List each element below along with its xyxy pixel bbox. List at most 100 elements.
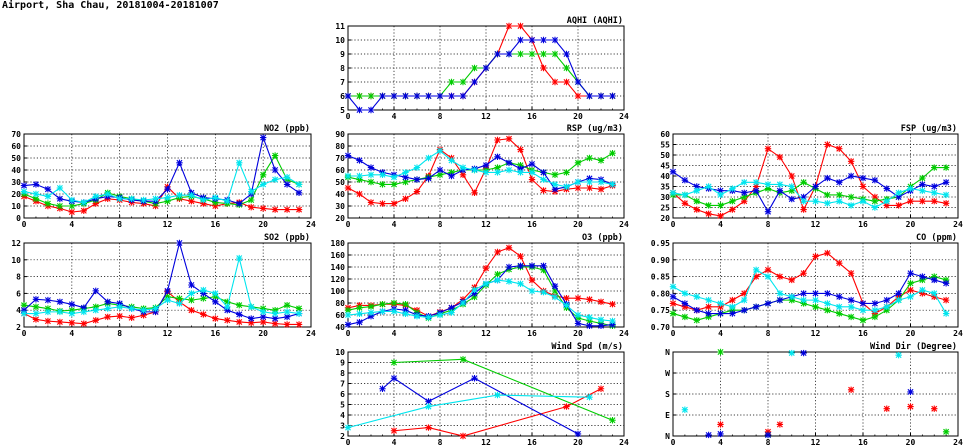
data-point	[236, 311, 243, 318]
data-point	[586, 178, 593, 186]
data-point	[693, 206, 700, 213]
data-point	[776, 296, 784, 304]
data-point	[540, 176, 547, 183]
data-point	[494, 271, 501, 278]
chart-title: NO2 (ppb)	[264, 124, 310, 134]
data-point	[20, 310, 28, 317]
data-point	[271, 310, 279, 317]
data-point	[919, 286, 926, 294]
data-point	[788, 187, 795, 194]
data-point	[895, 193, 902, 201]
data-point	[402, 310, 409, 317]
data-point	[681, 313, 689, 321]
y-tick-label: 45	[660, 162, 670, 171]
data-point	[459, 92, 467, 100]
series-day4	[344, 391, 593, 431]
x-tick-label: 12	[811, 438, 821, 447]
y-tick-label: 8	[16, 273, 21, 282]
data-point	[200, 200, 207, 207]
data-point	[895, 351, 902, 359]
data-point	[528, 50, 536, 58]
x-tick-label: 8	[766, 438, 771, 447]
data-point	[448, 309, 455, 316]
y-tick-label: 8	[340, 369, 345, 378]
data-point	[729, 206, 736, 213]
data-point	[586, 154, 593, 162]
data-point	[344, 152, 352, 159]
data-point	[390, 359, 398, 366]
x-tick-label: 4	[392, 220, 397, 229]
data-point	[212, 290, 219, 297]
y-tick-label: 60	[335, 166, 345, 175]
data-point	[717, 187, 724, 194]
x-tick-label: 12	[481, 112, 491, 121]
data-point	[681, 406, 689, 413]
data-point	[104, 298, 111, 305]
data-point	[402, 174, 409, 181]
data-point	[367, 199, 375, 206]
data-point	[895, 202, 902, 209]
data-point	[563, 50, 570, 58]
data-point	[597, 316, 605, 323]
x-tick-label: 20	[573, 438, 583, 447]
data-point	[32, 316, 40, 323]
data-point	[271, 307, 279, 314]
data-point	[705, 313, 712, 321]
data-point	[729, 296, 736, 304]
data-point	[729, 303, 736, 311]
data-point	[92, 307, 99, 314]
series-day3	[669, 270, 950, 317]
x-tick-label: 20	[258, 220, 268, 229]
data-point	[283, 181, 291, 188]
x-tick-label: 0	[346, 112, 351, 121]
y-tick-label: 100	[331, 287, 346, 296]
data-point	[741, 290, 748, 297]
data-point	[859, 174, 867, 182]
y-tick-label: 7	[340, 78, 345, 87]
data-point	[824, 290, 831, 297]
x-tick-label: 4	[69, 329, 74, 338]
y-tick-label: 10	[335, 36, 345, 45]
data-point	[931, 273, 938, 280]
data-point	[356, 157, 363, 164]
data-point	[669, 300, 677, 307]
data-point	[681, 290, 689, 297]
data-point	[295, 189, 303, 196]
data-point	[68, 307, 76, 314]
data-point	[164, 198, 171, 205]
data-point	[883, 198, 890, 205]
data-point	[824, 141, 831, 148]
data-point	[92, 200, 99, 207]
data-point	[717, 430, 724, 438]
y-tick-label: S	[665, 390, 670, 399]
data-point	[505, 135, 513, 142]
data-point	[574, 320, 582, 327]
x-tick-label: 8	[766, 220, 771, 229]
x-tick-label: 12	[481, 329, 491, 338]
data-point	[236, 301, 243, 309]
data-point	[942, 276, 950, 284]
data-point	[92, 287, 99, 295]
y-tick-label: 50	[335, 178, 345, 187]
data-point	[717, 202, 724, 209]
data-point	[471, 64, 478, 72]
data-point	[68, 319, 76, 326]
data-point	[836, 179, 843, 186]
data-point	[551, 293, 559, 301]
x-tick-label: 20	[573, 220, 583, 229]
data-point	[705, 183, 712, 190]
data-point	[859, 183, 867, 190]
data-point	[540, 36, 547, 44]
data-point	[283, 308, 291, 316]
data-point	[919, 181, 926, 188]
data-point	[436, 166, 444, 174]
data-point	[919, 273, 926, 280]
x-tick-label: 20	[258, 329, 268, 338]
y-tick-label: 140	[331, 263, 346, 272]
data-point	[942, 310, 950, 317]
data-point	[563, 403, 570, 410]
data-point	[505, 244, 513, 251]
data-point	[871, 193, 879, 201]
